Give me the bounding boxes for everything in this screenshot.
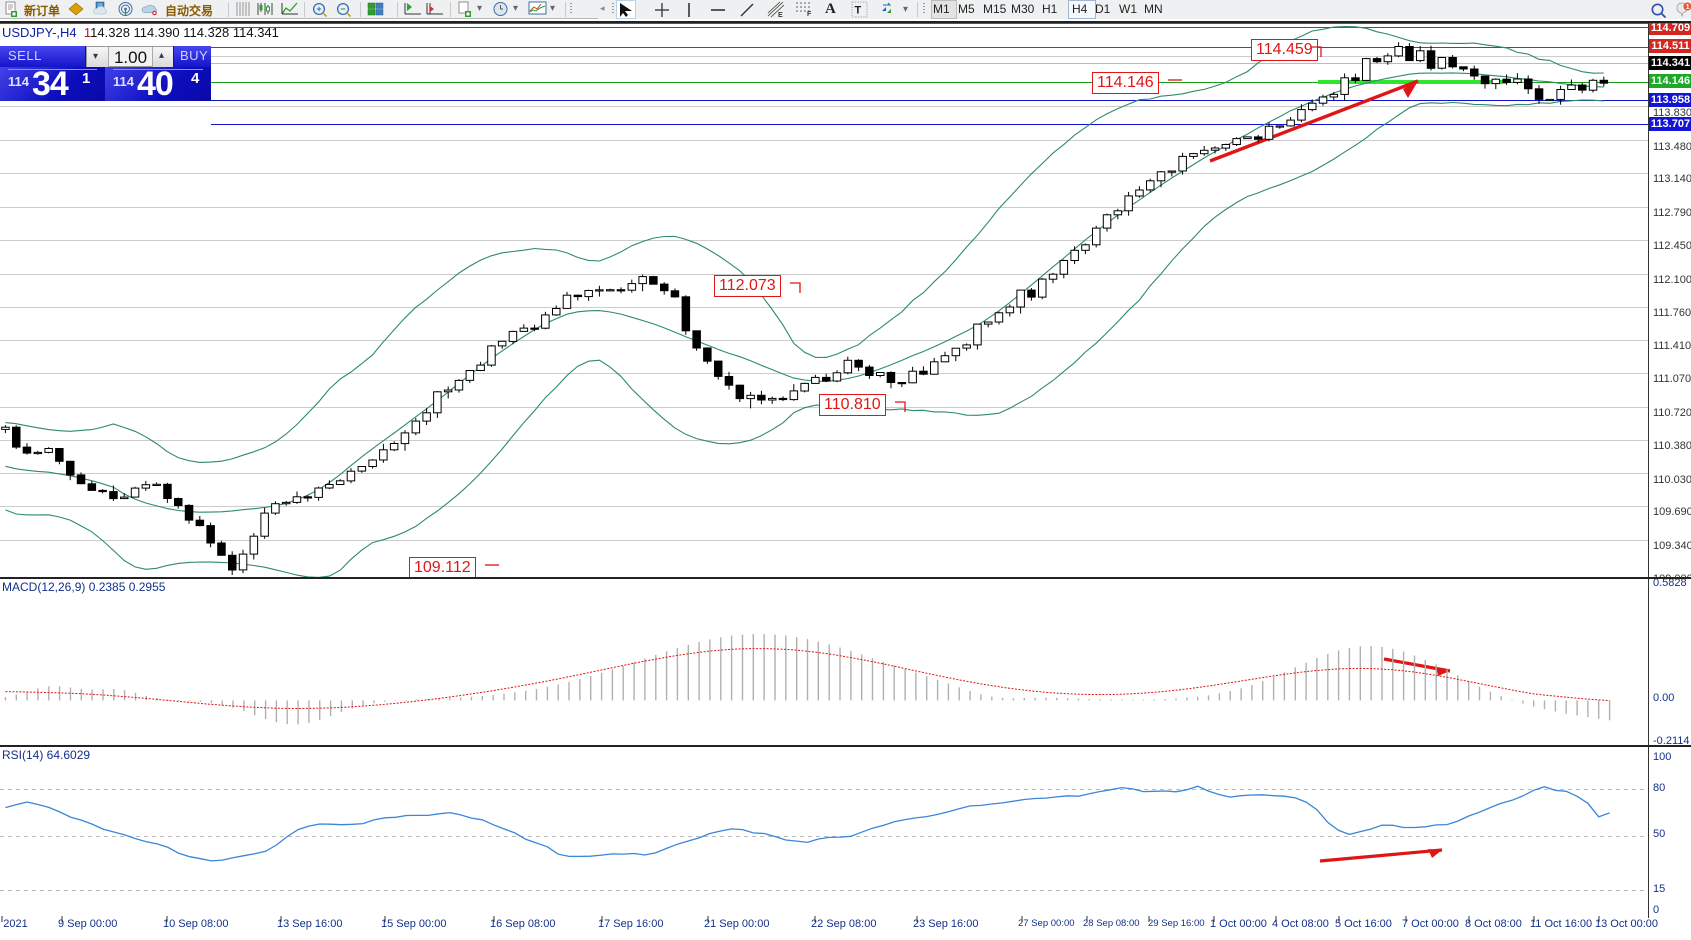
svg-text:T: T	[855, 5, 862, 17]
svg-text:E: E	[778, 12, 783, 18]
svg-text:1: 1	[1686, 4, 1690, 11]
svg-text:F: F	[807, 11, 812, 16]
